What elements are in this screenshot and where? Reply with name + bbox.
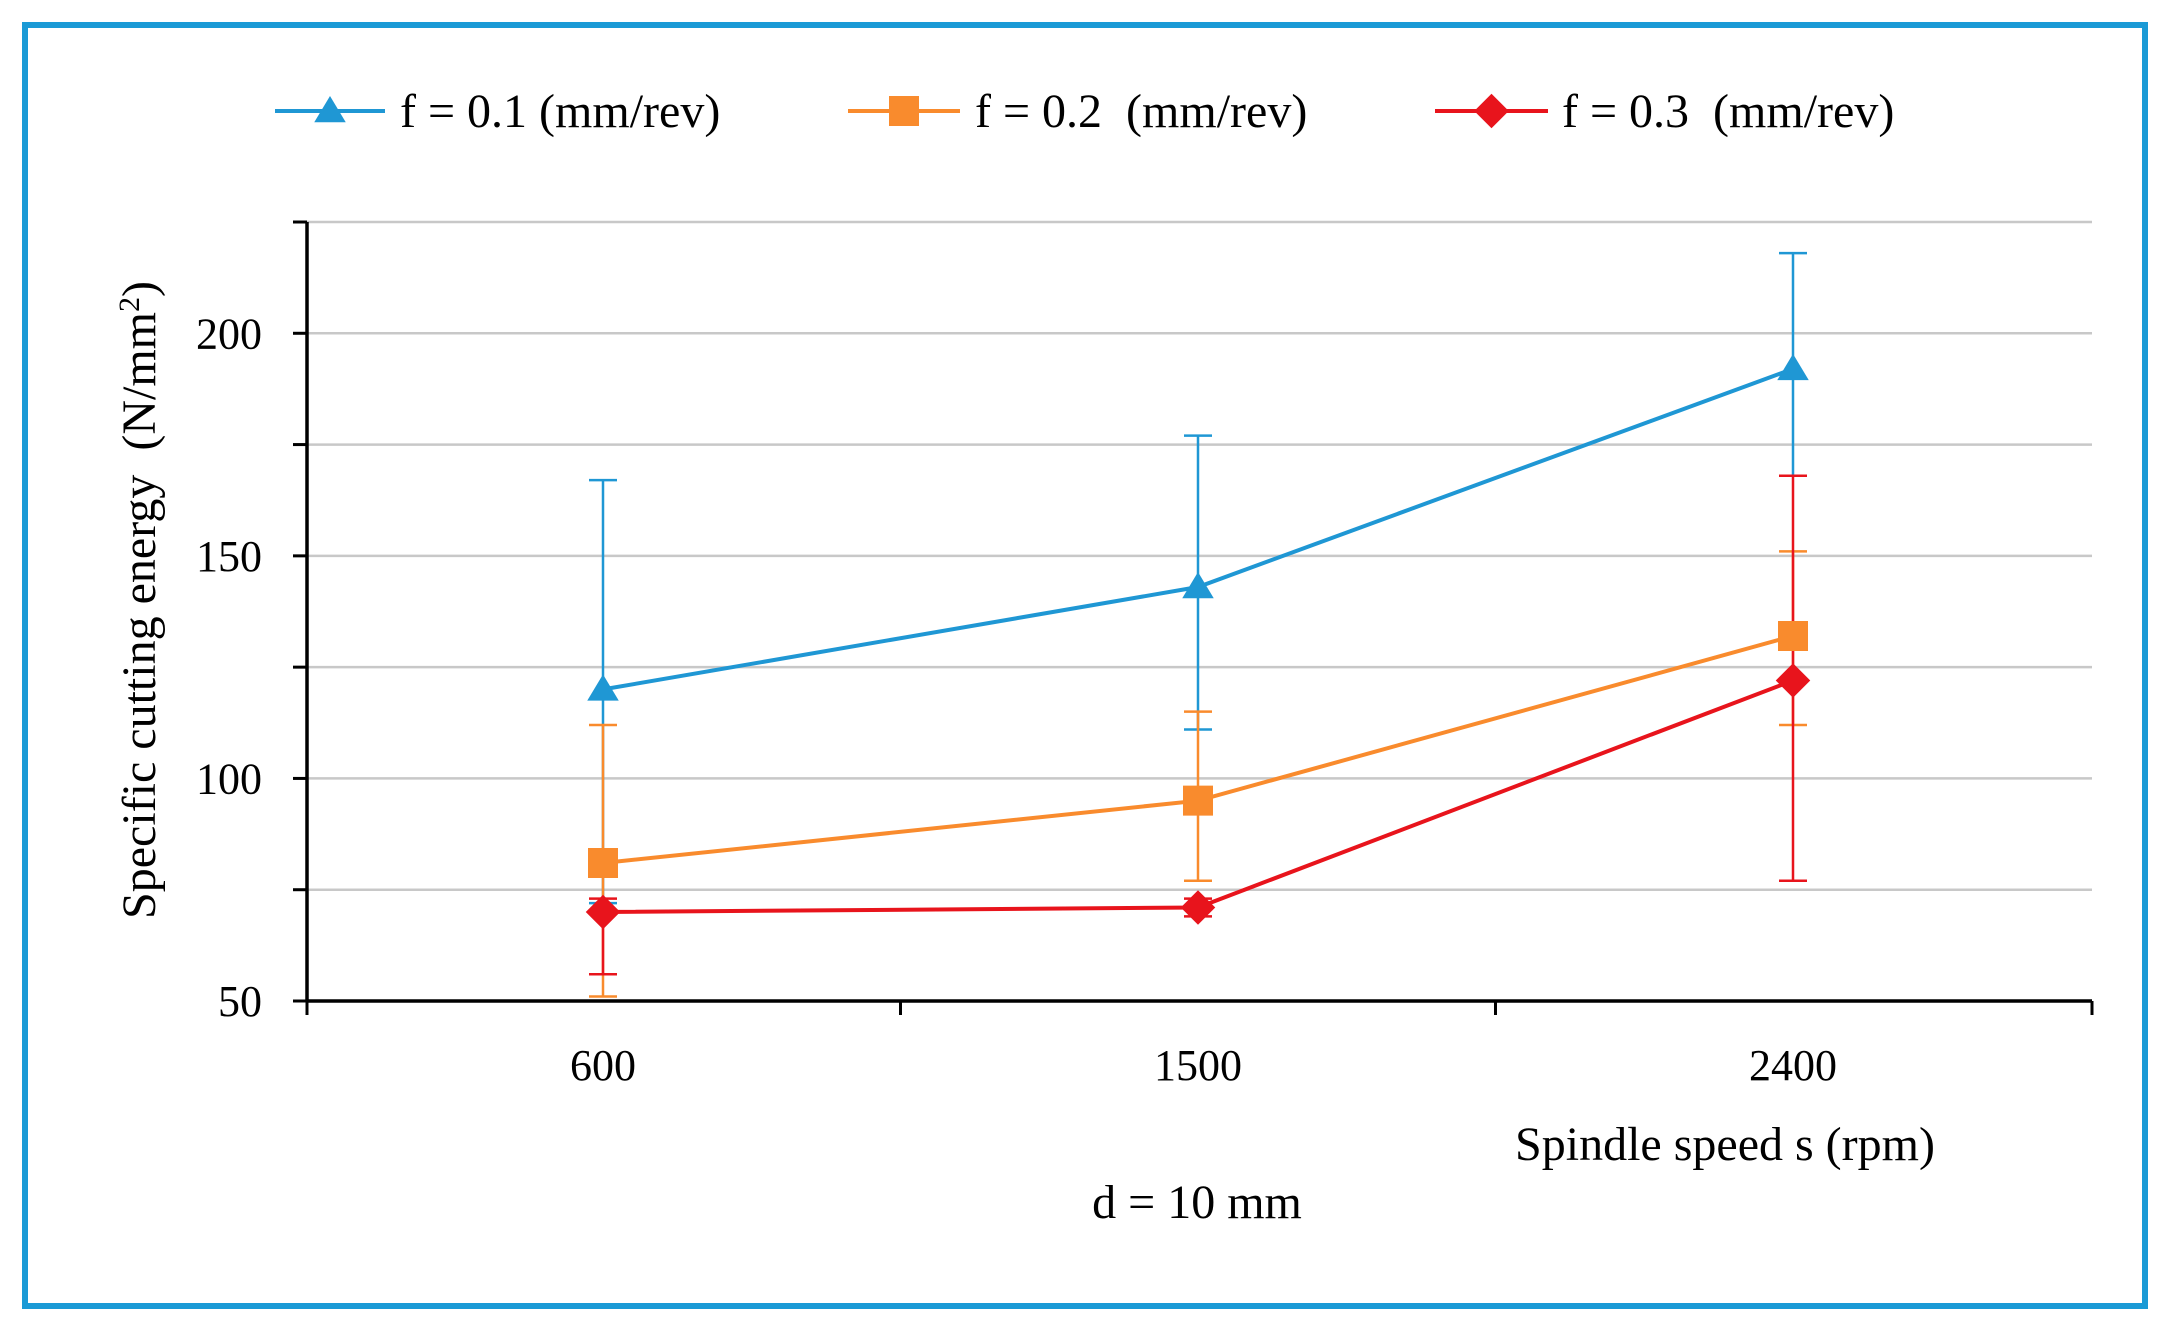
x-tick-label: 600 bbox=[570, 1041, 636, 1090]
y-axis-title-end: ) bbox=[113, 281, 166, 297]
x-tick-label: 2400 bbox=[1749, 1041, 1837, 1090]
x-axis-title: Spindle speed s (rpm) bbox=[1515, 1118, 1935, 1171]
legend-marker-f01 bbox=[314, 96, 346, 123]
y-axis-title: Specific cutting energy (N/mm2) bbox=[113, 281, 166, 919]
data-point bbox=[587, 674, 619, 701]
y-tick-label: 150 bbox=[196, 532, 262, 581]
data-point bbox=[1778, 620, 1808, 651]
legend-marker-f02 bbox=[889, 96, 919, 126]
data-point bbox=[1775, 663, 1811, 698]
data-point bbox=[588, 848, 618, 879]
y-axis-title-superscript: 2 bbox=[113, 297, 146, 312]
data-point bbox=[585, 894, 621, 930]
y-tick-label: 50 bbox=[218, 977, 262, 1026]
x-ticks: 600 1500 2400 bbox=[305, 1001, 2094, 1090]
data-point bbox=[1183, 785, 1213, 816]
y-ticks: 50 100 150 200 bbox=[196, 220, 307, 1026]
legend-label-f01: f = 0.1 (mm/rev) bbox=[400, 85, 720, 138]
data-point bbox=[1182, 572, 1214, 599]
y-tick-label: 100 bbox=[196, 754, 262, 803]
axes bbox=[305, 222, 2092, 1003]
error-bars bbox=[589, 251, 1807, 998]
legend-item-f02: f = 0.2 (mm/rev) bbox=[848, 85, 1307, 138]
legend-marker-f03 bbox=[1474, 93, 1509, 129]
legend-label-f03: f = 0.3 (mm/rev) bbox=[1562, 85, 1894, 138]
data-point bbox=[1180, 890, 1216, 925]
depth-annotation: d = 10 mm bbox=[1092, 1176, 1302, 1229]
legend-label-f02: f = 0.2 (mm/rev) bbox=[975, 85, 1307, 138]
legend: f = 0.1 (mm/rev) f = 0.2 (mm/rev) f = 0.… bbox=[275, 85, 1894, 138]
data-point bbox=[1777, 353, 1809, 381]
y-tick-label: 200 bbox=[196, 309, 262, 358]
series-markers bbox=[585, 353, 1811, 930]
legend-item-f03: f = 0.3 (mm/rev) bbox=[1435, 85, 1894, 138]
y-axis-title-main: Specific cutting energy (N/mm bbox=[113, 312, 166, 919]
x-tick-label: 1500 bbox=[1154, 1041, 1242, 1090]
legend-item-f01: f = 0.1 (mm/rev) bbox=[275, 85, 720, 138]
